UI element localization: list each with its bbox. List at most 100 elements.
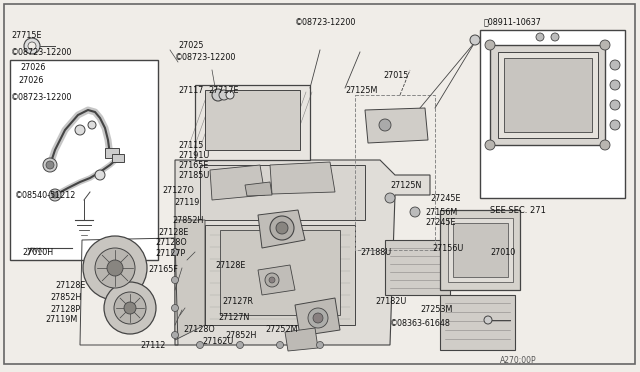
Circle shape [83, 236, 147, 300]
Circle shape [88, 121, 96, 129]
Text: ©08363-61648: ©08363-61648 [390, 318, 451, 327]
Text: 27015: 27015 [383, 71, 408, 80]
Text: 27245E: 27245E [430, 193, 461, 202]
Text: 27127O: 27127O [162, 186, 194, 195]
Circle shape [551, 33, 559, 41]
Polygon shape [285, 328, 318, 351]
Text: 27182U: 27182U [375, 298, 406, 307]
Circle shape [212, 89, 224, 101]
Text: 27253M: 27253M [420, 305, 452, 314]
Circle shape [610, 60, 620, 70]
Text: 27112: 27112 [140, 340, 165, 350]
Polygon shape [210, 165, 265, 200]
Bar [105, 148, 119, 158]
Text: 27125M: 27125M [345, 86, 378, 94]
Circle shape [46, 161, 54, 169]
Text: 27127P: 27127P [155, 248, 185, 257]
Bar [205, 90, 300, 150]
Text: ©08723-12200: ©08723-12200 [11, 93, 72, 102]
Text: ©08723-12200: ©08723-12200 [295, 17, 356, 26]
Circle shape [410, 207, 420, 217]
Text: 27119: 27119 [174, 198, 200, 206]
Polygon shape [258, 210, 305, 248]
Text: 27128E: 27128E [158, 228, 188, 237]
Text: ©08723-12200: ©08723-12200 [11, 48, 72, 57]
Polygon shape [245, 182, 272, 196]
Circle shape [269, 277, 275, 283]
Bar [440, 210, 520, 290]
Circle shape [470, 35, 480, 45]
Bar [10, 60, 158, 260]
Circle shape [485, 140, 495, 150]
Text: ©08540-51212: ©08540-51212 [15, 190, 76, 199]
Bar [498, 52, 598, 138]
Circle shape [24, 38, 40, 54]
Circle shape [43, 158, 57, 172]
Bar [448, 218, 513, 282]
Circle shape [95, 170, 105, 180]
Text: 27128E: 27128E [55, 280, 85, 289]
Text: 27156M: 27156M [425, 208, 457, 217]
Text: 27852H: 27852H [50, 292, 81, 301]
Polygon shape [175, 220, 205, 340]
Text: ©08723-12200: ©08723-12200 [175, 52, 236, 61]
Text: 27025: 27025 [178, 41, 204, 49]
Bar [195, 85, 310, 160]
Circle shape [52, 192, 58, 198]
Circle shape [484, 316, 492, 324]
Text: 27252M: 27252M [265, 326, 298, 334]
Text: 27010H: 27010H [22, 247, 53, 257]
Text: SEE SEC. 271: SEE SEC. 271 [490, 205, 546, 215]
Text: A270;00P: A270;00P [500, 356, 536, 365]
Circle shape [265, 273, 279, 287]
Circle shape [172, 248, 179, 256]
Circle shape [196, 341, 204, 349]
Circle shape [172, 331, 179, 339]
Bar [112, 154, 124, 162]
Bar [355, 95, 435, 250]
Circle shape [308, 308, 328, 328]
Text: 27128P: 27128P [50, 305, 80, 314]
Text: 27117: 27117 [178, 86, 204, 94]
Polygon shape [175, 160, 430, 345]
Bar [480, 30, 625, 198]
Text: 27715E: 27715E [11, 31, 42, 39]
Circle shape [485, 40, 495, 50]
Text: 27245E: 27245E [425, 218, 456, 227]
Text: 27717E: 27717E [208, 86, 239, 94]
Bar [490, 45, 605, 145]
Circle shape [237, 341, 243, 349]
Polygon shape [258, 265, 295, 295]
Text: 27127R: 27127R [222, 298, 253, 307]
Text: 27185U: 27185U [178, 170, 209, 180]
Circle shape [172, 305, 179, 311]
Text: 27128O: 27128O [155, 237, 187, 247]
Text: 27010: 27010 [490, 247, 515, 257]
Text: 27026: 27026 [20, 62, 45, 71]
Circle shape [313, 313, 323, 323]
Circle shape [610, 80, 620, 90]
Circle shape [276, 341, 284, 349]
Circle shape [226, 91, 234, 99]
Circle shape [28, 42, 36, 50]
Circle shape [104, 282, 156, 334]
Circle shape [172, 276, 179, 283]
Text: 27852H: 27852H [172, 215, 204, 224]
Circle shape [385, 193, 395, 203]
Circle shape [317, 341, 323, 349]
Text: 27115: 27115 [178, 141, 204, 150]
Circle shape [536, 33, 544, 41]
Circle shape [600, 40, 610, 50]
Text: 27125N: 27125N [390, 180, 421, 189]
Circle shape [75, 125, 85, 135]
Circle shape [610, 100, 620, 110]
Text: 27026: 27026 [18, 76, 44, 84]
Text: 27165E: 27165E [178, 160, 209, 170]
Bar [504, 58, 592, 132]
Circle shape [49, 189, 61, 201]
Bar [220, 230, 340, 315]
Bar [453, 223, 508, 277]
Circle shape [600, 140, 610, 150]
Text: 27128E: 27128E [215, 260, 245, 269]
Bar [200, 165, 365, 220]
